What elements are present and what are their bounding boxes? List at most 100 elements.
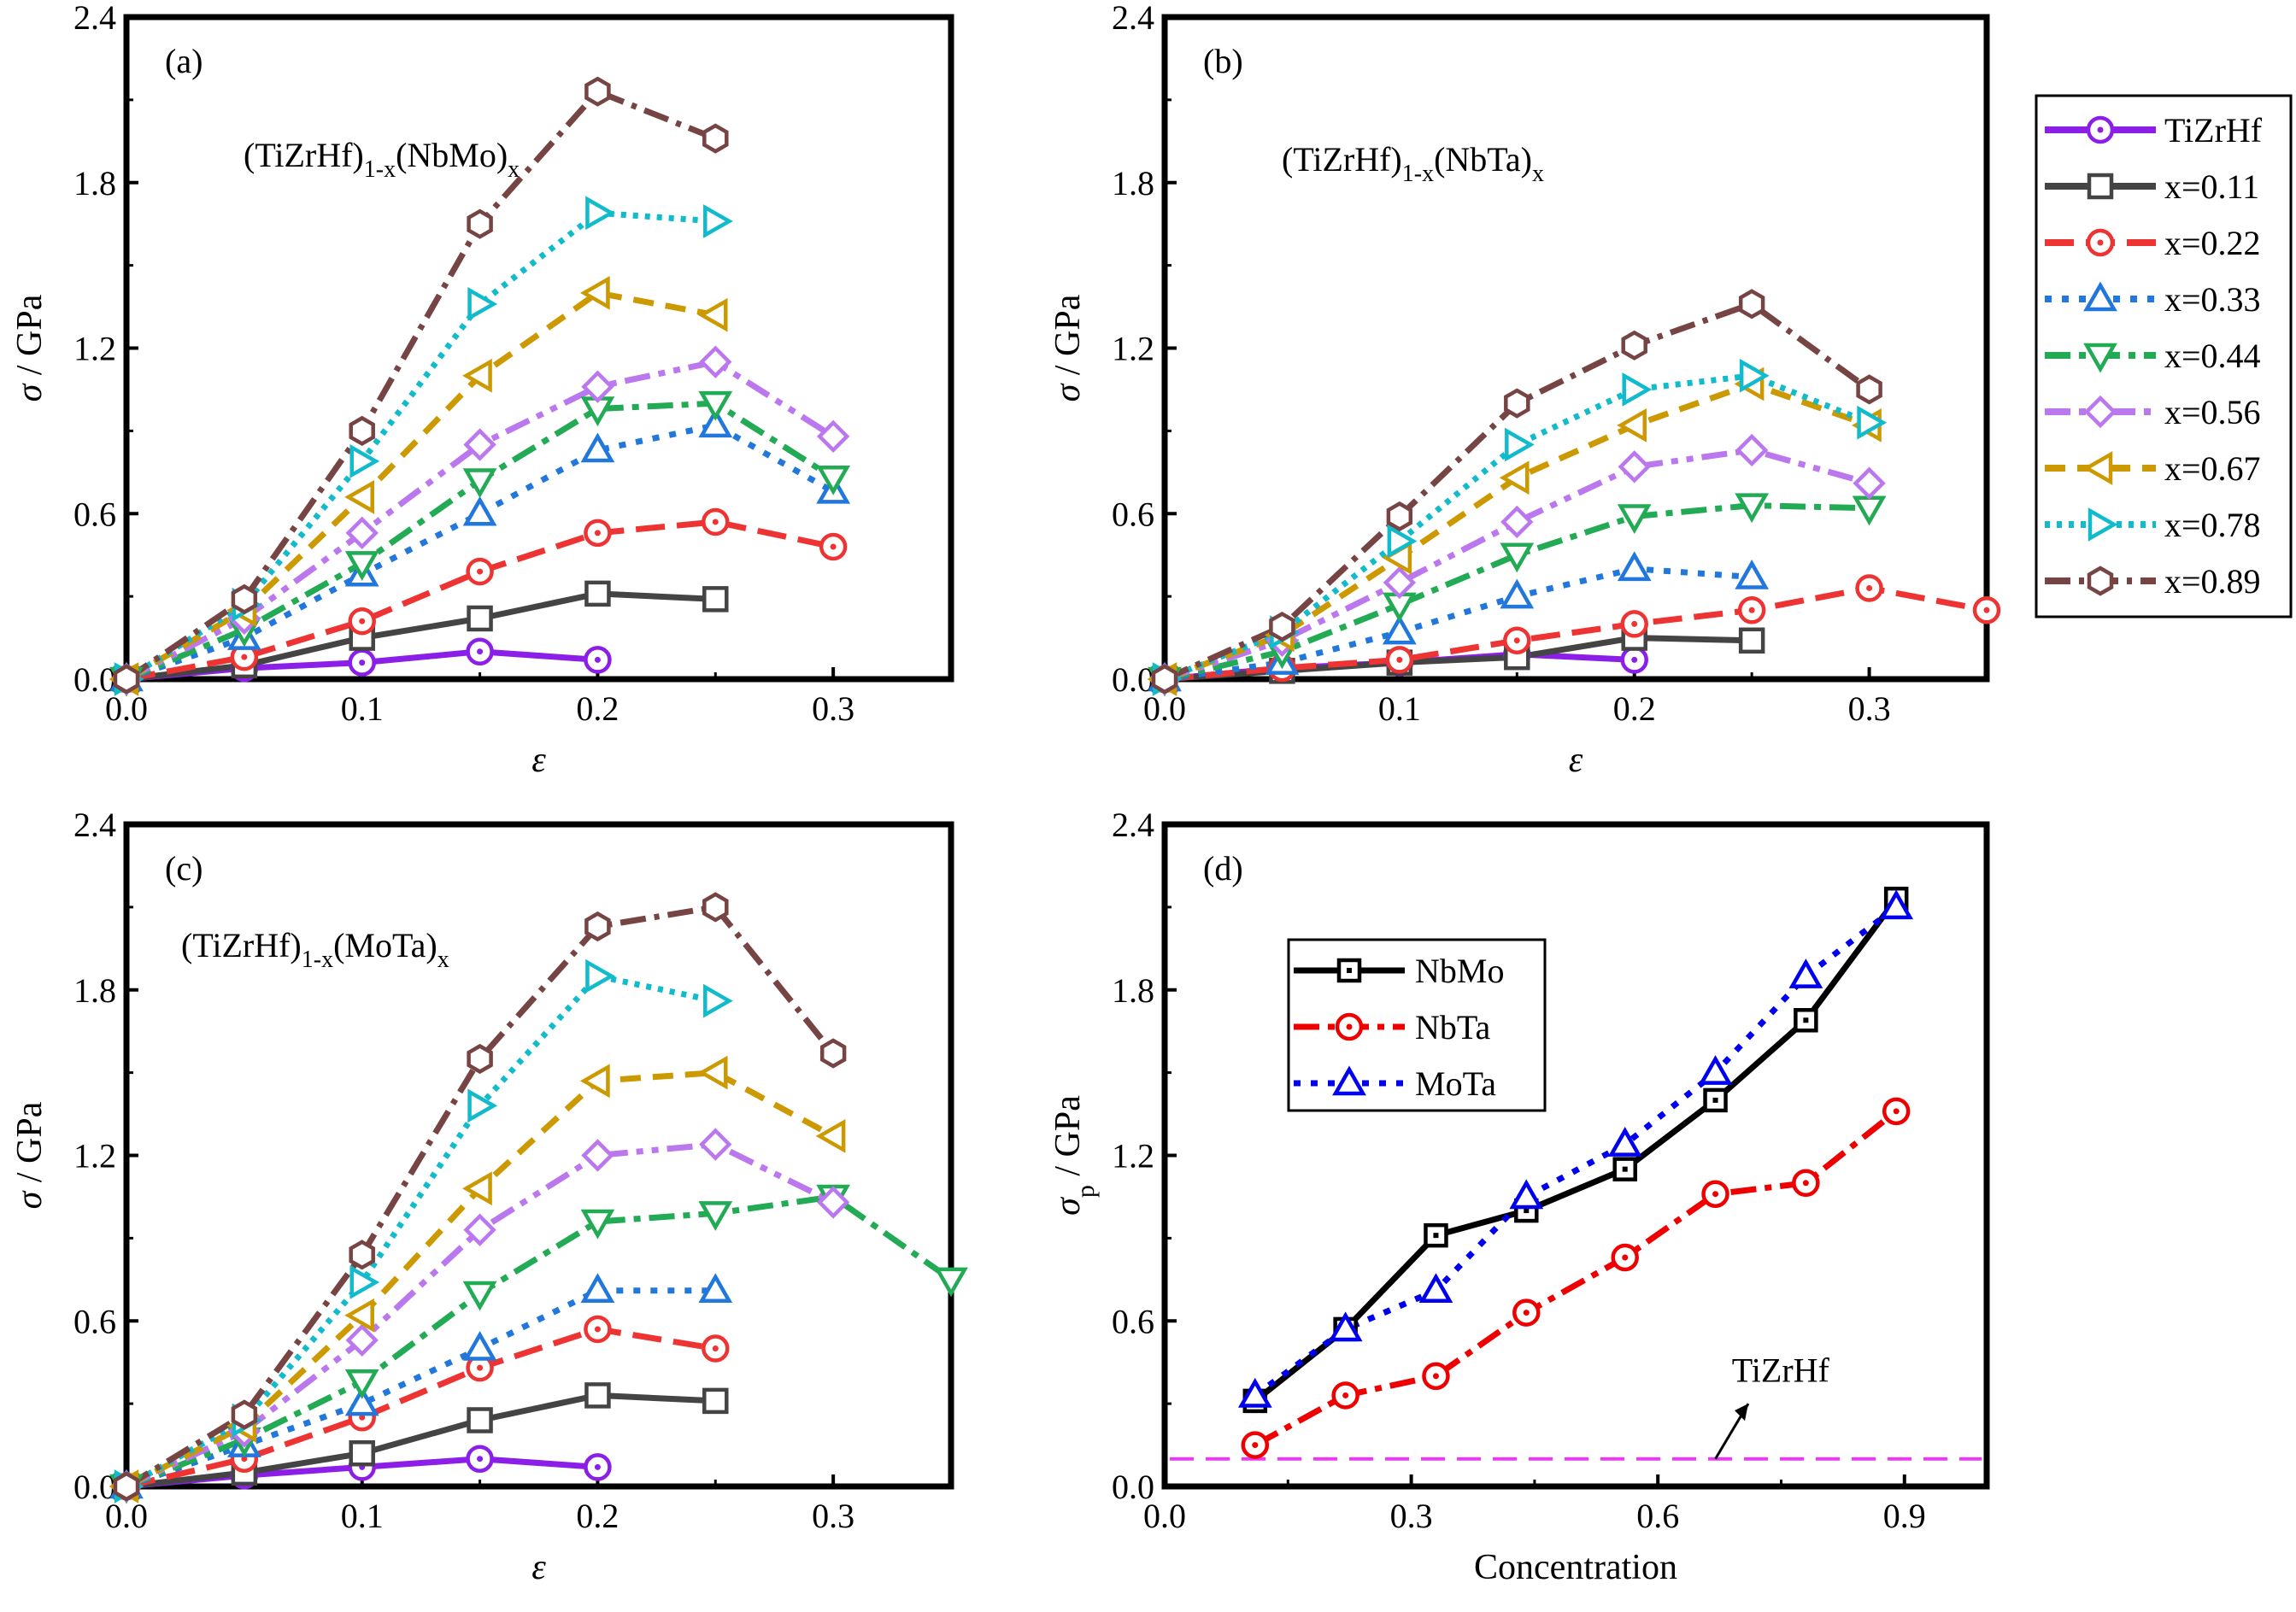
data-point-x-0-56	[816, 419, 850, 454]
y-tick-label: 1.8	[1112, 164, 1154, 202]
formula-label: (TiZrHf)1-x(MoTa)x	[181, 926, 449, 973]
data-point-x-0-22	[1503, 626, 1531, 655]
legend-label: x=0.33	[2164, 280, 2261, 319]
legend-item-nbta: NbTa	[1294, 1008, 1491, 1046]
data-point-x-0-33	[580, 432, 615, 463]
data-point-x-0-56	[1853, 466, 1886, 500]
legend-box	[2035, 94, 2293, 618]
series-line-x-0-89	[125, 88, 717, 682]
data-point-x-0-56	[581, 1139, 614, 1172]
series-line-x-0-22	[126, 1326, 716, 1490]
data-point-x-0-89	[1386, 501, 1413, 532]
data-point-nbta	[1611, 1243, 1639, 1272]
legend-marker	[1336, 958, 1362, 983]
data-point-x-0-67	[815, 1119, 846, 1153]
data-point-x-0-22	[1972, 596, 2001, 624]
data-point-x-0-11	[467, 1407, 493, 1433]
legend-label: TiZrHf	[2164, 111, 2263, 149]
data-point-x-0-78	[467, 1088, 498, 1123]
data-point-tizrhf	[466, 637, 494, 665]
x-tick-label: 0.1	[341, 689, 384, 728]
data-point-x-0-78	[703, 983, 733, 1018]
reference-arrow-head	[1735, 1404, 1749, 1421]
panel-d: 0.0 0.6 1.2 1.8 2.4 0.0 0.3 0.6 0.9 Concentration…	[1048, 806, 1990, 1587]
panel-label: (d)	[1203, 849, 1243, 888]
series-markers-x-0-89	[113, 76, 729, 695]
legend-label: x=0.11	[2164, 167, 2259, 206]
data-point-x-0-78	[1857, 405, 1888, 440]
data-point-x-0-56	[1383, 566, 1417, 600]
data-point-x-0-22	[584, 1315, 612, 1344]
x-tick-label: 0.2	[576, 1497, 619, 1535]
data-point-x-0-44	[1735, 493, 1770, 524]
y-axis-label: σ / GPa	[1048, 294, 1088, 402]
plot-frame	[123, 821, 954, 1490]
series-line-x-0-22	[1164, 584, 1988, 683]
data-point-x-0-22	[819, 532, 848, 561]
data-point-x-0-33	[1617, 551, 1652, 582]
series-markers-x-0-78	[114, 196, 733, 696]
data-point-x-0-56	[699, 345, 732, 378]
y-tick-label: 2.4	[1112, 806, 1154, 844]
y-tick-label: 0.6	[1112, 495, 1154, 533]
data-point-x-0-56	[463, 428, 496, 461]
y-tick-label: 1.8	[73, 971, 116, 1010]
data-point-nbta	[1701, 1180, 1729, 1208]
x-axis-label: Concentration	[1474, 1548, 1677, 1587]
legend-label: x=0.44	[2164, 337, 2261, 375]
data-point-x-0-78	[1387, 524, 1418, 559]
data-point-x-0-78	[349, 1265, 380, 1299]
data-point-x-0-78	[467, 286, 498, 321]
series-markers-x-0-22	[112, 1315, 730, 1501]
data-point-x-0-89	[1738, 289, 1765, 319]
y-tick-label: 0.0	[1112, 660, 1154, 699]
y-tick-label: 1.2	[73, 330, 116, 368]
y-axis-label: σp / GPa	[1048, 1095, 1100, 1216]
y-tick-label: 0.0	[73, 1468, 116, 1506]
data-point-x-0-67	[1499, 460, 1530, 495]
data-point-x-0-22	[1620, 610, 1648, 638]
data-point-x-0-44	[934, 1267, 968, 1298]
data-point-x-0-33	[462, 1331, 497, 1361]
series-line-x-0-11	[126, 1392, 716, 1490]
data-point-x-0-89	[584, 911, 611, 942]
y-tick-label: 0.0	[73, 660, 116, 699]
series-line-x-0-11	[126, 590, 716, 683]
legend-main: TiZrHf x=0.11 x=0.22 x=0.33 x=0.44 x=0.56 x=0.…	[2035, 94, 2293, 618]
panel-label: (b)	[1203, 42, 1243, 80]
data-point-x-0-44	[1617, 504, 1652, 535]
data-point-nbta	[1512, 1298, 1541, 1327]
data-point-x-0-56	[816, 1186, 850, 1219]
y-tick-label: 1.2	[1112, 330, 1154, 368]
data-point-x-0-56	[345, 1323, 379, 1357]
plot-frame	[1161, 821, 1990, 1490]
legend-label: NbTa	[1415, 1008, 1491, 1046]
legend-marker	[2086, 115, 2115, 144]
legend-item-x-0-89: x=0.89	[2045, 562, 2261, 601]
series-markers-nbta	[1241, 1097, 1911, 1459]
legend-marker	[2083, 343, 2117, 373]
legend-label: x=0.89	[2164, 562, 2261, 601]
legend-item-mota: MoTa	[1294, 1064, 1496, 1103]
data-point-x-0-22	[1737, 596, 1766, 624]
data-point-x-0-11	[584, 580, 611, 607]
plot-frame	[123, 14, 954, 683]
legend-item-x-0-44: x=0.44	[2045, 337, 2261, 375]
panel-b: 0.00.61.21.82.40.0 0.1 0.2 0.3εσ / GPa(b)(T…	[1048, 0, 2001, 780]
legend-label: x=0.56	[2164, 393, 2261, 431]
data-point-x-0-67	[462, 358, 492, 393]
y-tick-label: 1.8	[1112, 971, 1154, 1010]
series-markers-x-0-89	[1151, 289, 1882, 695]
data-point-x-0-56	[345, 516, 379, 550]
data-point-x-0-22	[348, 607, 376, 636]
data-point-x-0-22	[702, 1334, 730, 1363]
data-point-mota	[1879, 889, 1914, 920]
legend-marker	[1335, 1012, 1364, 1041]
data-point-nbta	[1241, 1431, 1270, 1459]
data-point-x-0-67	[579, 1064, 610, 1099]
legend-item-x-0-11: x=0.11	[2045, 167, 2259, 206]
y-tick-label: 0.6	[1112, 1302, 1154, 1340]
legend-label: MoTa	[1415, 1064, 1496, 1103]
x-tick-label: 0.2	[1613, 689, 1656, 728]
